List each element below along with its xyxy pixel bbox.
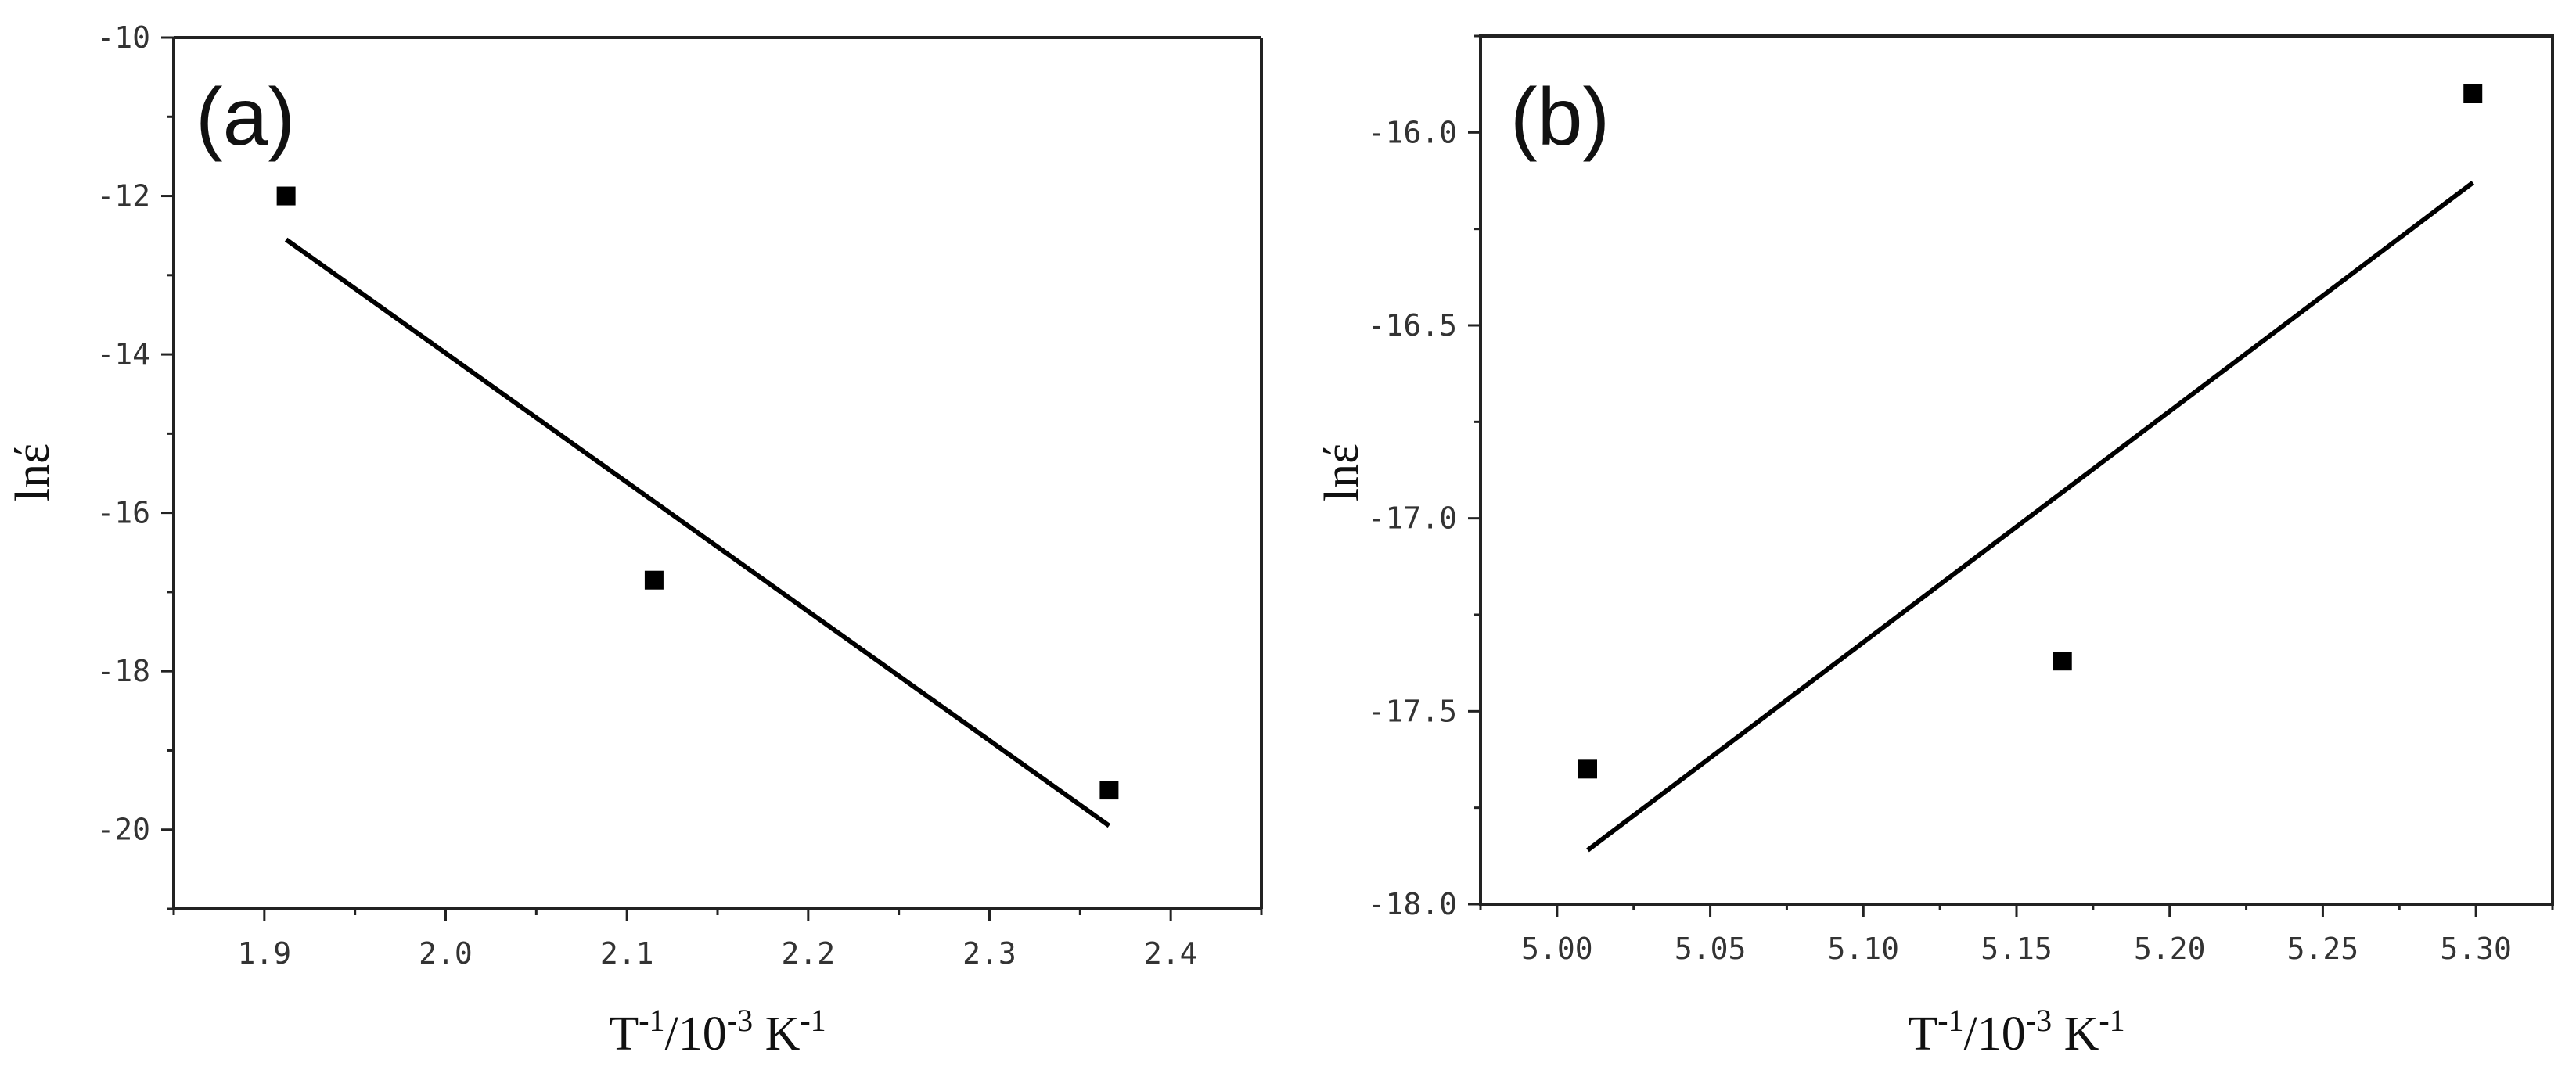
chart-panel-b: -18.0 -17.5 -17.0 -16.5 -16.0 5.00 5.05 5.10 5.1… [1315, 34, 2554, 1061]
x-axis-title-text: K [753, 1007, 801, 1061]
x-axis-title-text: T [1908, 1007, 1937, 1061]
fit-line [284, 237, 1111, 828]
y-tick-label: -16.5 [1368, 308, 1457, 343]
y-tick-label: -14 [96, 337, 150, 372]
x-axis-title: T-1/10-3 K-1 [1908, 1003, 2124, 1061]
x-tick-label: 5.15 [1981, 932, 2053, 966]
x-tick-label: 2.4 [1144, 936, 1198, 971]
y-axis-title: lnέ [1315, 443, 1369, 501]
x-tick-label: 5.30 [2440, 932, 2512, 966]
x-tick-label: 2.2 [782, 936, 836, 971]
x-axis-title-text: /10 [665, 1007, 727, 1061]
x-tick-label: 5.20 [2134, 932, 2206, 966]
data-point [2053, 652, 2072, 671]
x-tick-label: 2.1 [600, 936, 654, 971]
y-tick-label: -17.0 [1368, 501, 1457, 536]
y-tick-label: -16.0 [1368, 115, 1457, 149]
x-axis-title-superscript: -1 [800, 1003, 826, 1038]
data-point [276, 186, 296, 206]
chart-panel-a: -20 -18 -16 -14 -12 -10 1.9 2.0 2.1 2.2 2.3 2.4 (a) l… [6, 20, 1263, 1061]
x-tick-label: 5.10 [1828, 932, 1900, 966]
data-point [1099, 781, 1119, 800]
y-tick-label: -18 [96, 654, 150, 688]
x-tick-label: 5.05 [1675, 932, 1747, 966]
x-tick-label: 2.3 [962, 936, 1016, 971]
x-tick-label: 5.25 [2287, 932, 2359, 966]
y-tick-label: -10 [96, 20, 150, 55]
y-tick-label: -12 [96, 179, 150, 214]
x-axis-title-superscript: -3 [2026, 1003, 2052, 1038]
data-point [1578, 759, 1597, 779]
panel-label: (b) [1510, 72, 1610, 163]
y-axis-title: lnέ [6, 443, 59, 501]
fit-line [1586, 181, 2475, 853]
x-tick-label: 2.0 [419, 936, 473, 971]
y-tick-label: -17.5 [1368, 694, 1457, 728]
x-axis-title-text: T [609, 1007, 639, 1061]
x-tick-label: 1.9 [238, 936, 292, 971]
x-axis-title-superscript: -1 [639, 1003, 664, 1038]
x-axis-title-superscript: -1 [2099, 1003, 2124, 1038]
y-tick-label: -16 [96, 496, 150, 530]
x-axis-title-text: K [2052, 1007, 2099, 1061]
x-axis-title-superscript: -3 [727, 1003, 753, 1038]
data-point [644, 570, 664, 590]
x-tick-label: 5.00 [1521, 932, 1593, 966]
x-axis-title-superscript: -1 [1937, 1003, 1963, 1038]
y-tick-label: -20 [96, 813, 150, 847]
y-tick-label: -18.0 [1368, 887, 1457, 921]
x-axis-title: T-1/10-3 K-1 [609, 1003, 826, 1061]
plot-frame [1479, 34, 2554, 906]
panel-label: (a) [196, 72, 295, 163]
data-point [2463, 84, 2483, 103]
x-axis-title-text: /10 [1964, 1007, 2026, 1061]
